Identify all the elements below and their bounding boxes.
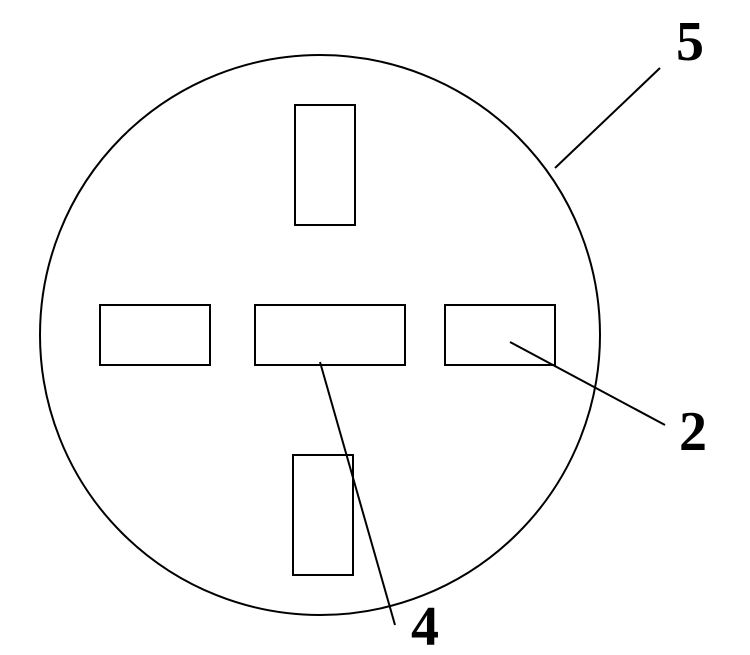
rect-left xyxy=(100,305,210,365)
callout-line-4 xyxy=(320,362,395,625)
rect-right xyxy=(445,305,555,365)
callout-line-5 xyxy=(555,68,660,168)
rect-center xyxy=(255,305,405,365)
callout-label-2: 2 xyxy=(679,401,707,463)
callout-label-4: 4 xyxy=(411,596,439,655)
rect-bottom xyxy=(293,455,353,575)
callout-line-2 xyxy=(510,342,665,425)
rect-top xyxy=(295,105,355,225)
callout-label-5: 5 xyxy=(676,11,704,73)
diagram-svg: 5 2 4 xyxy=(0,0,750,655)
outer-circle xyxy=(40,55,600,615)
